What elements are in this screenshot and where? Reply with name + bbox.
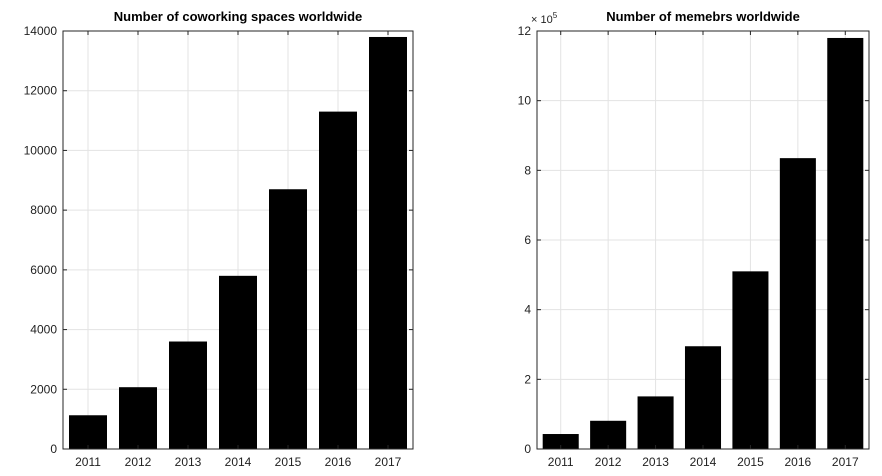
y-tick-label: 8000	[30, 203, 57, 217]
bar-2014	[219, 275, 257, 449]
bar-2017	[827, 37, 864, 449]
x-tick-label: 2011	[548, 455, 574, 469]
x-tick-label: 2011	[75, 455, 101, 469]
x-tick-label: 2014	[690, 455, 717, 469]
exponent-label: × 105	[531, 11, 558, 26]
chart-title: Number of coworking spaces worldwide	[114, 9, 363, 24]
x-tick-label: 2017	[375, 455, 402, 469]
y-tick-label: 14000	[24, 24, 58, 38]
y-tick-label: 10000	[24, 143, 58, 157]
y-tick-label: 0	[524, 442, 531, 456]
bar-2015	[269, 189, 307, 449]
x-tick-label: 2013	[175, 455, 202, 469]
x-tick-label: 2015	[275, 455, 302, 469]
y-tick-label: 10	[518, 94, 532, 108]
x-tick-label: 2014	[225, 455, 252, 469]
x-tick-label: 2015	[737, 455, 764, 469]
y-tick-label: 8	[524, 163, 531, 177]
x-tick-label: 2016	[785, 455, 812, 469]
x-tick-label: 2017	[832, 455, 859, 469]
x-tick-label: 2016	[325, 455, 352, 469]
y-tick-label: 4000	[30, 323, 57, 337]
x-tick-label: 2012	[125, 455, 152, 469]
bar-2013	[169, 341, 207, 449]
chart-title: Number of memebrs worldwide	[606, 9, 800, 24]
y-tick-label: 12	[518, 24, 532, 38]
y-tick-label: 2	[524, 372, 531, 386]
bar-2015	[732, 271, 769, 449]
bar-2013	[637, 396, 674, 449]
bar-2012	[119, 387, 157, 449]
y-tick-label: 6	[524, 233, 531, 247]
x-tick-label: 2012	[595, 455, 622, 469]
y-tick-label: 6000	[30, 263, 57, 277]
y-tick-label: 4	[524, 303, 531, 317]
bar-2016	[319, 111, 357, 449]
y-tick-label: 2000	[30, 382, 57, 396]
bar-2011	[69, 415, 107, 449]
bar-2017	[369, 36, 407, 449]
chart-panel-spaces: 0 2000 4000 6000 8000 10000 12000 14000 2011 2012…	[24, 9, 414, 469]
x-tick-label: 2013	[642, 455, 669, 469]
chart-panel-members: 0 2 4 6 8 10 12 2011 2012 2013 2014 2015 2016 2017 Num…	[518, 9, 870, 469]
bar-2012	[590, 420, 627, 449]
y-tick-label: 0	[50, 442, 57, 456]
y-tick-label: 12000	[24, 84, 58, 98]
bar-2016	[779, 158, 816, 449]
bar-2014	[684, 346, 722, 449]
bar-2011	[542, 434, 579, 449]
